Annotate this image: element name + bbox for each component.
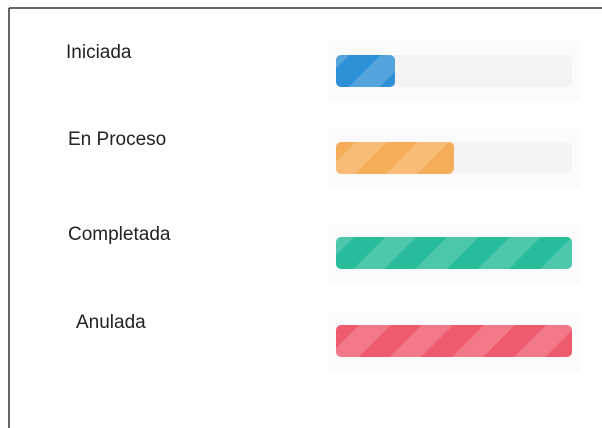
status-label: Iniciada xyxy=(66,42,132,63)
progress-stripes xyxy=(336,142,454,174)
progress-stripes xyxy=(336,325,572,357)
progress-stripes xyxy=(336,55,395,87)
status-label: Anulada xyxy=(76,312,146,333)
status-label: En Proceso xyxy=(68,129,166,150)
progress-stripes xyxy=(336,237,572,269)
status-label: Completada xyxy=(68,224,171,245)
